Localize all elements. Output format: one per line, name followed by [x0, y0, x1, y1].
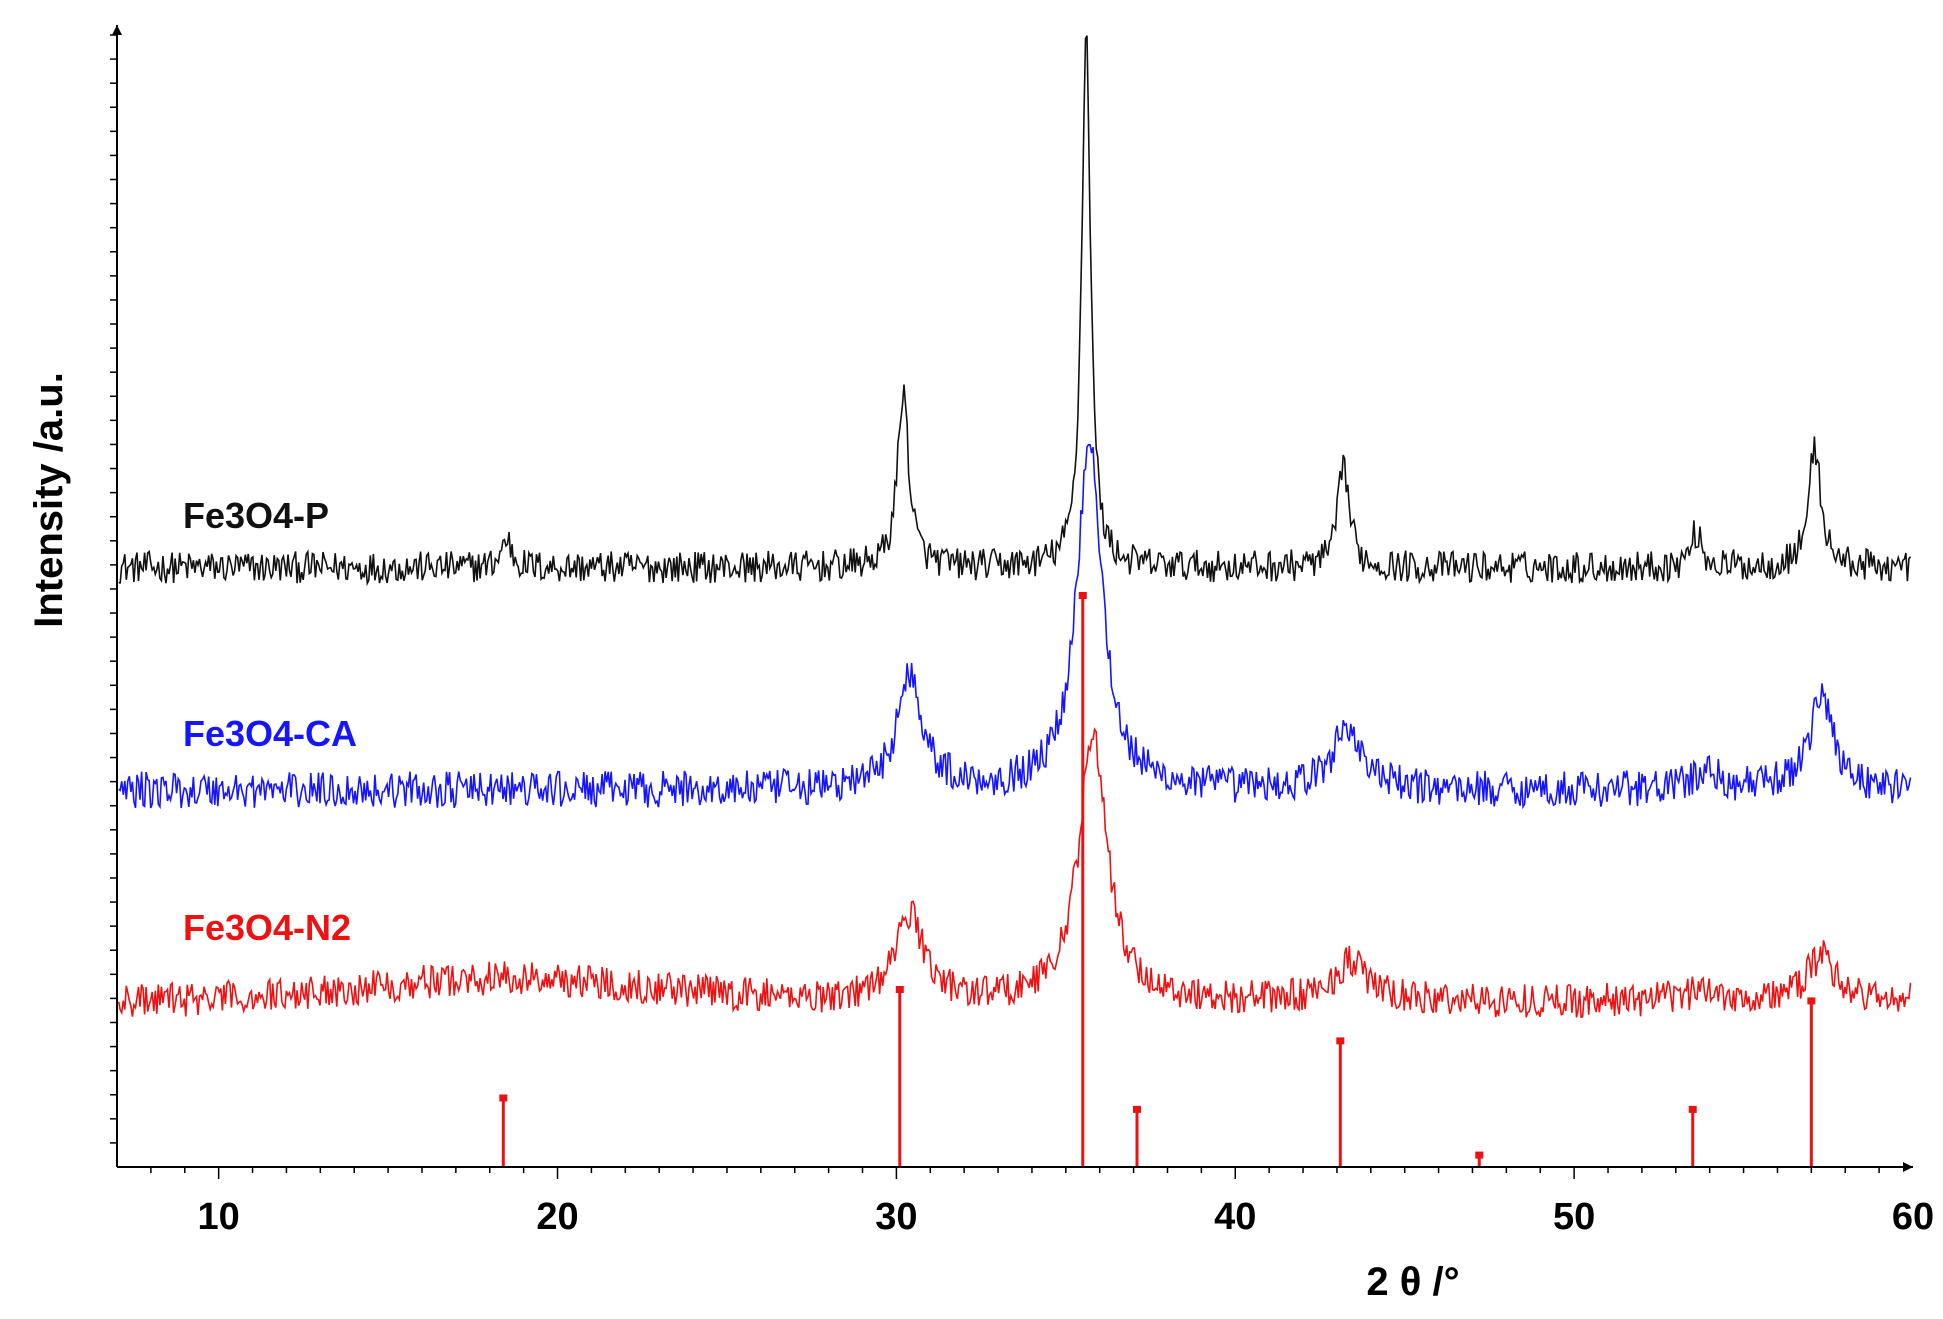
y-axis-arrow	[112, 25, 122, 35]
x-tick-label: 30	[875, 1196, 917, 1238]
reference-marker	[1132, 1105, 1141, 1113]
series-line-fe3o4-ca	[118, 443, 1912, 810]
x-axis-title: 2 θ /°	[1366, 1260, 1459, 1304]
series-line-fe3o4-p	[118, 35, 1912, 587]
y-axis-title: Intensity /a.u.	[27, 372, 71, 628]
x-tick-label: 20	[536, 1196, 578, 1238]
reference-marker	[1807, 997, 1816, 1005]
reference-marker	[499, 1094, 508, 1102]
x-axis-arrow	[1903, 1162, 1913, 1172]
x-tick-label: 40	[1214, 1196, 1256, 1238]
reference-marker	[1475, 1151, 1484, 1159]
reference-marker	[1688, 1105, 1697, 1113]
reference-marker	[895, 985, 904, 993]
series-label-fe3o4-n2: Fe3O4-N2	[183, 907, 351, 948]
x-tick-label: 10	[198, 1196, 240, 1238]
plot-area	[117, 35, 1912, 1167]
x-tick-label: 60	[1892, 1196, 1934, 1238]
series-label-fe3o4-ca: Fe3O4-CA	[183, 713, 357, 754]
reference-marker	[1336, 1037, 1345, 1045]
reference-marker	[1078, 592, 1087, 599]
series-label-fe3o4-p: Fe3O4-P	[183, 495, 329, 536]
series-line-fe3o4-n2	[117, 727, 1912, 1019]
labels: 2 θ /° Intensity /a.u. Fe3O4-P Fe3O4-CA …	[27, 372, 1460, 1304]
x-tick-label: 50	[1553, 1196, 1595, 1238]
axes: 10 20 30 40 50 60	[110, 25, 1934, 1238]
